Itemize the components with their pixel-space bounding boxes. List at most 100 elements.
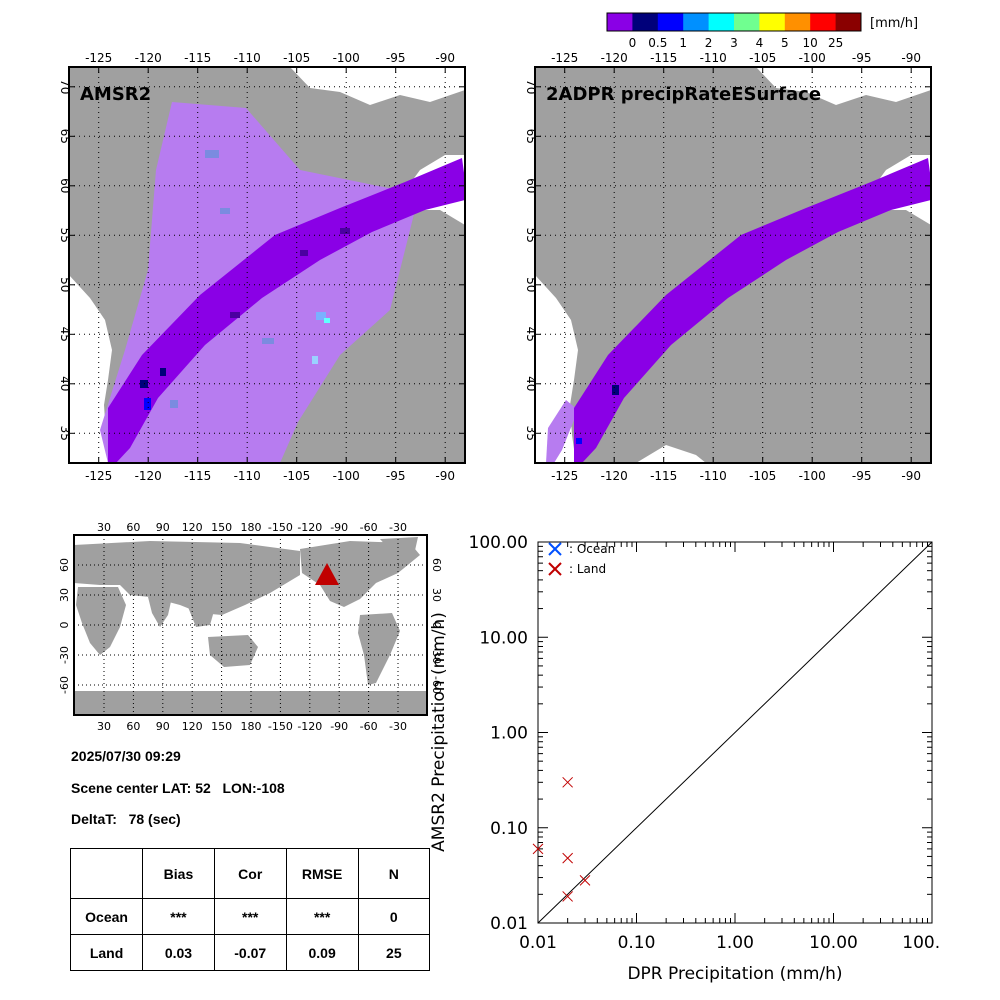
scatter-point: [562, 776, 574, 788]
y-tick-label: 70: [468, 79, 470, 94]
x-tick-label: -110: [700, 469, 727, 483]
scene-center: Scene center LAT: 52 LON:-108: [71, 780, 285, 796]
y-tick-label: 55: [58, 228, 72, 243]
table-cell: Ocean: [69, 898, 144, 935]
table-header: N: [357, 848, 431, 899]
gulf-water: [636, 445, 706, 463]
colorbar-tick-label: 10: [803, 36, 818, 50]
y-tick-label: 100.00: [469, 533, 528, 553]
y-tick-label: 55: [468, 228, 470, 243]
y-tick-label: 65: [524, 129, 538, 144]
world-map: 30 30 60 60 90 90 120 120 150 150 180 180 -150 -150 -1…: [58, 521, 443, 733]
y-tick-label: 70: [58, 79, 72, 94]
dpr-swath: [574, 158, 931, 463]
scatter-points: [532, 776, 591, 902]
dpr-swath: [108, 158, 465, 463]
table-cell: 0: [357, 898, 431, 935]
colorbar-unit: [mm/h]: [870, 16, 918, 31]
lon-tick-label: 180: [241, 720, 262, 733]
colorbar-tick-label: 2: [705, 36, 713, 50]
lon-tick-label: 180: [241, 521, 262, 534]
table-cell: ***: [213, 898, 287, 935]
scatter-point: [532, 843, 544, 855]
lon-tick-label: -120: [297, 521, 322, 534]
lat-tick-label: -60: [58, 676, 71, 694]
y-tick-label: 65: [934, 129, 936, 144]
scene-datetime: 2025/07/30 09:29: [71, 748, 181, 764]
colorbar-swatch: [734, 13, 760, 31]
colorbar-swatch: [708, 13, 735, 31]
map-gridlines: [69, 67, 465, 463]
lon-tick-label: 150: [211, 521, 232, 534]
colorbar-tick-label: 1: [679, 36, 687, 50]
lat-tick-label: 0: [430, 622, 443, 629]
colorbar: 0 0.5 1 2 3 4 5 10 25 [mm/h]: [606, 12, 918, 50]
lon-tick-label: -90: [330, 720, 348, 733]
x-tick-label: -120: [135, 469, 162, 483]
y-tick-label: 70: [524, 79, 538, 94]
y-tick-label: 45: [468, 327, 470, 342]
x-tick-label: -110: [700, 51, 727, 65]
y-tick-label: 55: [524, 228, 538, 243]
y-tick-label: 45: [934, 327, 936, 342]
lon-tick-label: 120: [182, 720, 203, 733]
table-row: Ocean *** *** *** 0: [69, 898, 431, 935]
table-cell: 25: [357, 934, 431, 971]
y-tick-label: 40: [934, 376, 936, 391]
x-tick-label: 1.00: [716, 933, 754, 953]
y-tick-label: 65: [58, 129, 72, 144]
y-tick-label: 40: [58, 376, 72, 391]
lon-tick-label: 90: [156, 720, 170, 733]
y-tick-label: 50: [468, 277, 470, 292]
legend-label: : Ocean: [569, 542, 615, 556]
legend-entry: : Land: [548, 562, 606, 576]
lat-tick-label: 0: [58, 622, 71, 629]
dpr-swath-light: [546, 400, 578, 463]
table-row: Land 0.03 -0.07 0.09 25: [69, 934, 431, 971]
x-tick-label: -125: [85, 51, 112, 65]
map-axis-labels: -125 -125 -120 -120 -115 -115 -110 -110 -105 -105…: [524, 51, 936, 483]
y-tick-label: 50: [524, 277, 538, 292]
table-header: Bias: [142, 848, 215, 899]
x-tick-label: -100: [333, 469, 360, 483]
lat-tick-label: -30: [430, 646, 443, 664]
table-cell: -0.07: [213, 934, 287, 971]
lat-tick-label: 60: [58, 558, 71, 572]
colorbar-swatch: [683, 13, 710, 31]
legend-entry: : Ocean: [548, 542, 615, 556]
map-title: AMSR2: [80, 84, 151, 105]
x-tick-label: -125: [551, 51, 578, 65]
y-tick-label: 60: [524, 178, 538, 193]
y-tick-label: 35: [524, 426, 538, 441]
x-tick-label: -125: [551, 469, 578, 483]
x-tick-label: -115: [184, 51, 211, 65]
lon-tick-label: 90: [156, 521, 170, 534]
x-tick-label: 10.00: [809, 933, 858, 953]
arctic-water: [290, 67, 465, 105]
x-tick-label: -110: [234, 469, 261, 483]
x-tick-label: -105: [283, 469, 310, 483]
amsr2-map: AMSR2 -125-125-120-120-115-115-110-110-1…: [58, 51, 470, 483]
table-cell: Land: [69, 934, 144, 971]
x-tick-label: -100: [799, 469, 826, 483]
colorbar-swatches: [607, 13, 862, 31]
y-tick-label: 50: [58, 277, 72, 292]
y-tick-label: 60: [58, 178, 72, 193]
x-tick-label: -90: [435, 469, 455, 483]
y-tick-label: 70: [934, 79, 936, 94]
y-tick-label: 65: [468, 129, 470, 144]
x-tick-label: -90: [901, 51, 921, 65]
x-tick-label: -95: [386, 469, 406, 483]
colorbar-swatch: [810, 13, 837, 31]
table-header-row: Bias Cor RMSE N: [69, 848, 431, 899]
y-tick-label: 55: [934, 228, 936, 243]
scatter-point: [579, 875, 591, 886]
rain-cells: [576, 385, 619, 444]
lon-tick-label: -60: [360, 521, 378, 534]
y-tick-label: 0.01: [490, 914, 528, 934]
x-tick-label: -120: [601, 469, 628, 483]
lon-tick-label: 60: [126, 521, 140, 534]
table-cell: 0.03: [142, 934, 215, 971]
colorbar-tick-labels: 0 0.5 1 2 3 4 5 10 25: [629, 36, 844, 50]
world-gridlines: [74, 535, 427, 715]
